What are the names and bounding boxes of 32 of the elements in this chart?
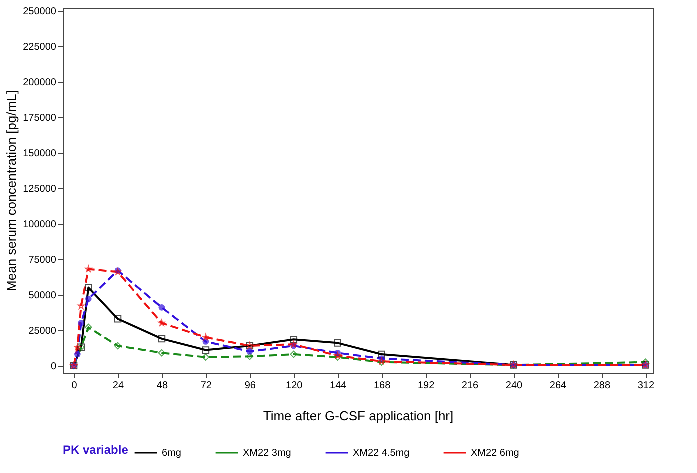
legend-label: 6mg [162,448,182,459]
y-tick-label: 100000 [23,219,57,230]
x-tick-label: 216 [462,380,480,392]
x-tick-label: 192 [418,380,436,392]
y-tick-label: 175000 [23,112,57,124]
y-tick-label: 150000 [23,148,57,160]
legend-label: XM22 4.5mg [353,448,410,459]
x-tick-label: 168 [374,380,392,392]
x-tick-label: 288 [594,380,611,392]
y-tick-label: 50000 [28,290,57,302]
y-tick-label: 225000 [23,42,57,53]
y-tick-label: 200000 [23,77,57,88]
x-axis-title: Time after G-CSF application [hr] [263,408,454,424]
legend-label: XM22 3mg [243,448,292,459]
y-tick-label: 25000 [28,326,57,337]
x-tick-label: 120 [286,380,304,392]
x-tick-label: 24 [112,380,124,392]
x-tick-label: 240 [506,380,524,392]
y-tick-label: 125000 [23,184,57,195]
y-tick-label: 75000 [28,254,57,266]
x-tick-label: 144 [330,380,348,392]
y-tick-label: 0 [50,361,57,372]
x-tick-label: 264 [550,380,567,392]
y-tick-label: 250000 [23,6,57,18]
x-tick-label: 0 [72,380,78,392]
legend-label: XM22 6mg [471,448,520,459]
x-tick-label: 96 [244,380,256,392]
x-tick-label: 312 [638,380,655,392]
x-tick-label: 48 [156,380,168,392]
legend-title: PK variable [63,443,129,457]
y-axis-title: Mean serum concentration [pg/mL] [4,90,20,292]
x-tick-label: 72 [200,380,212,392]
